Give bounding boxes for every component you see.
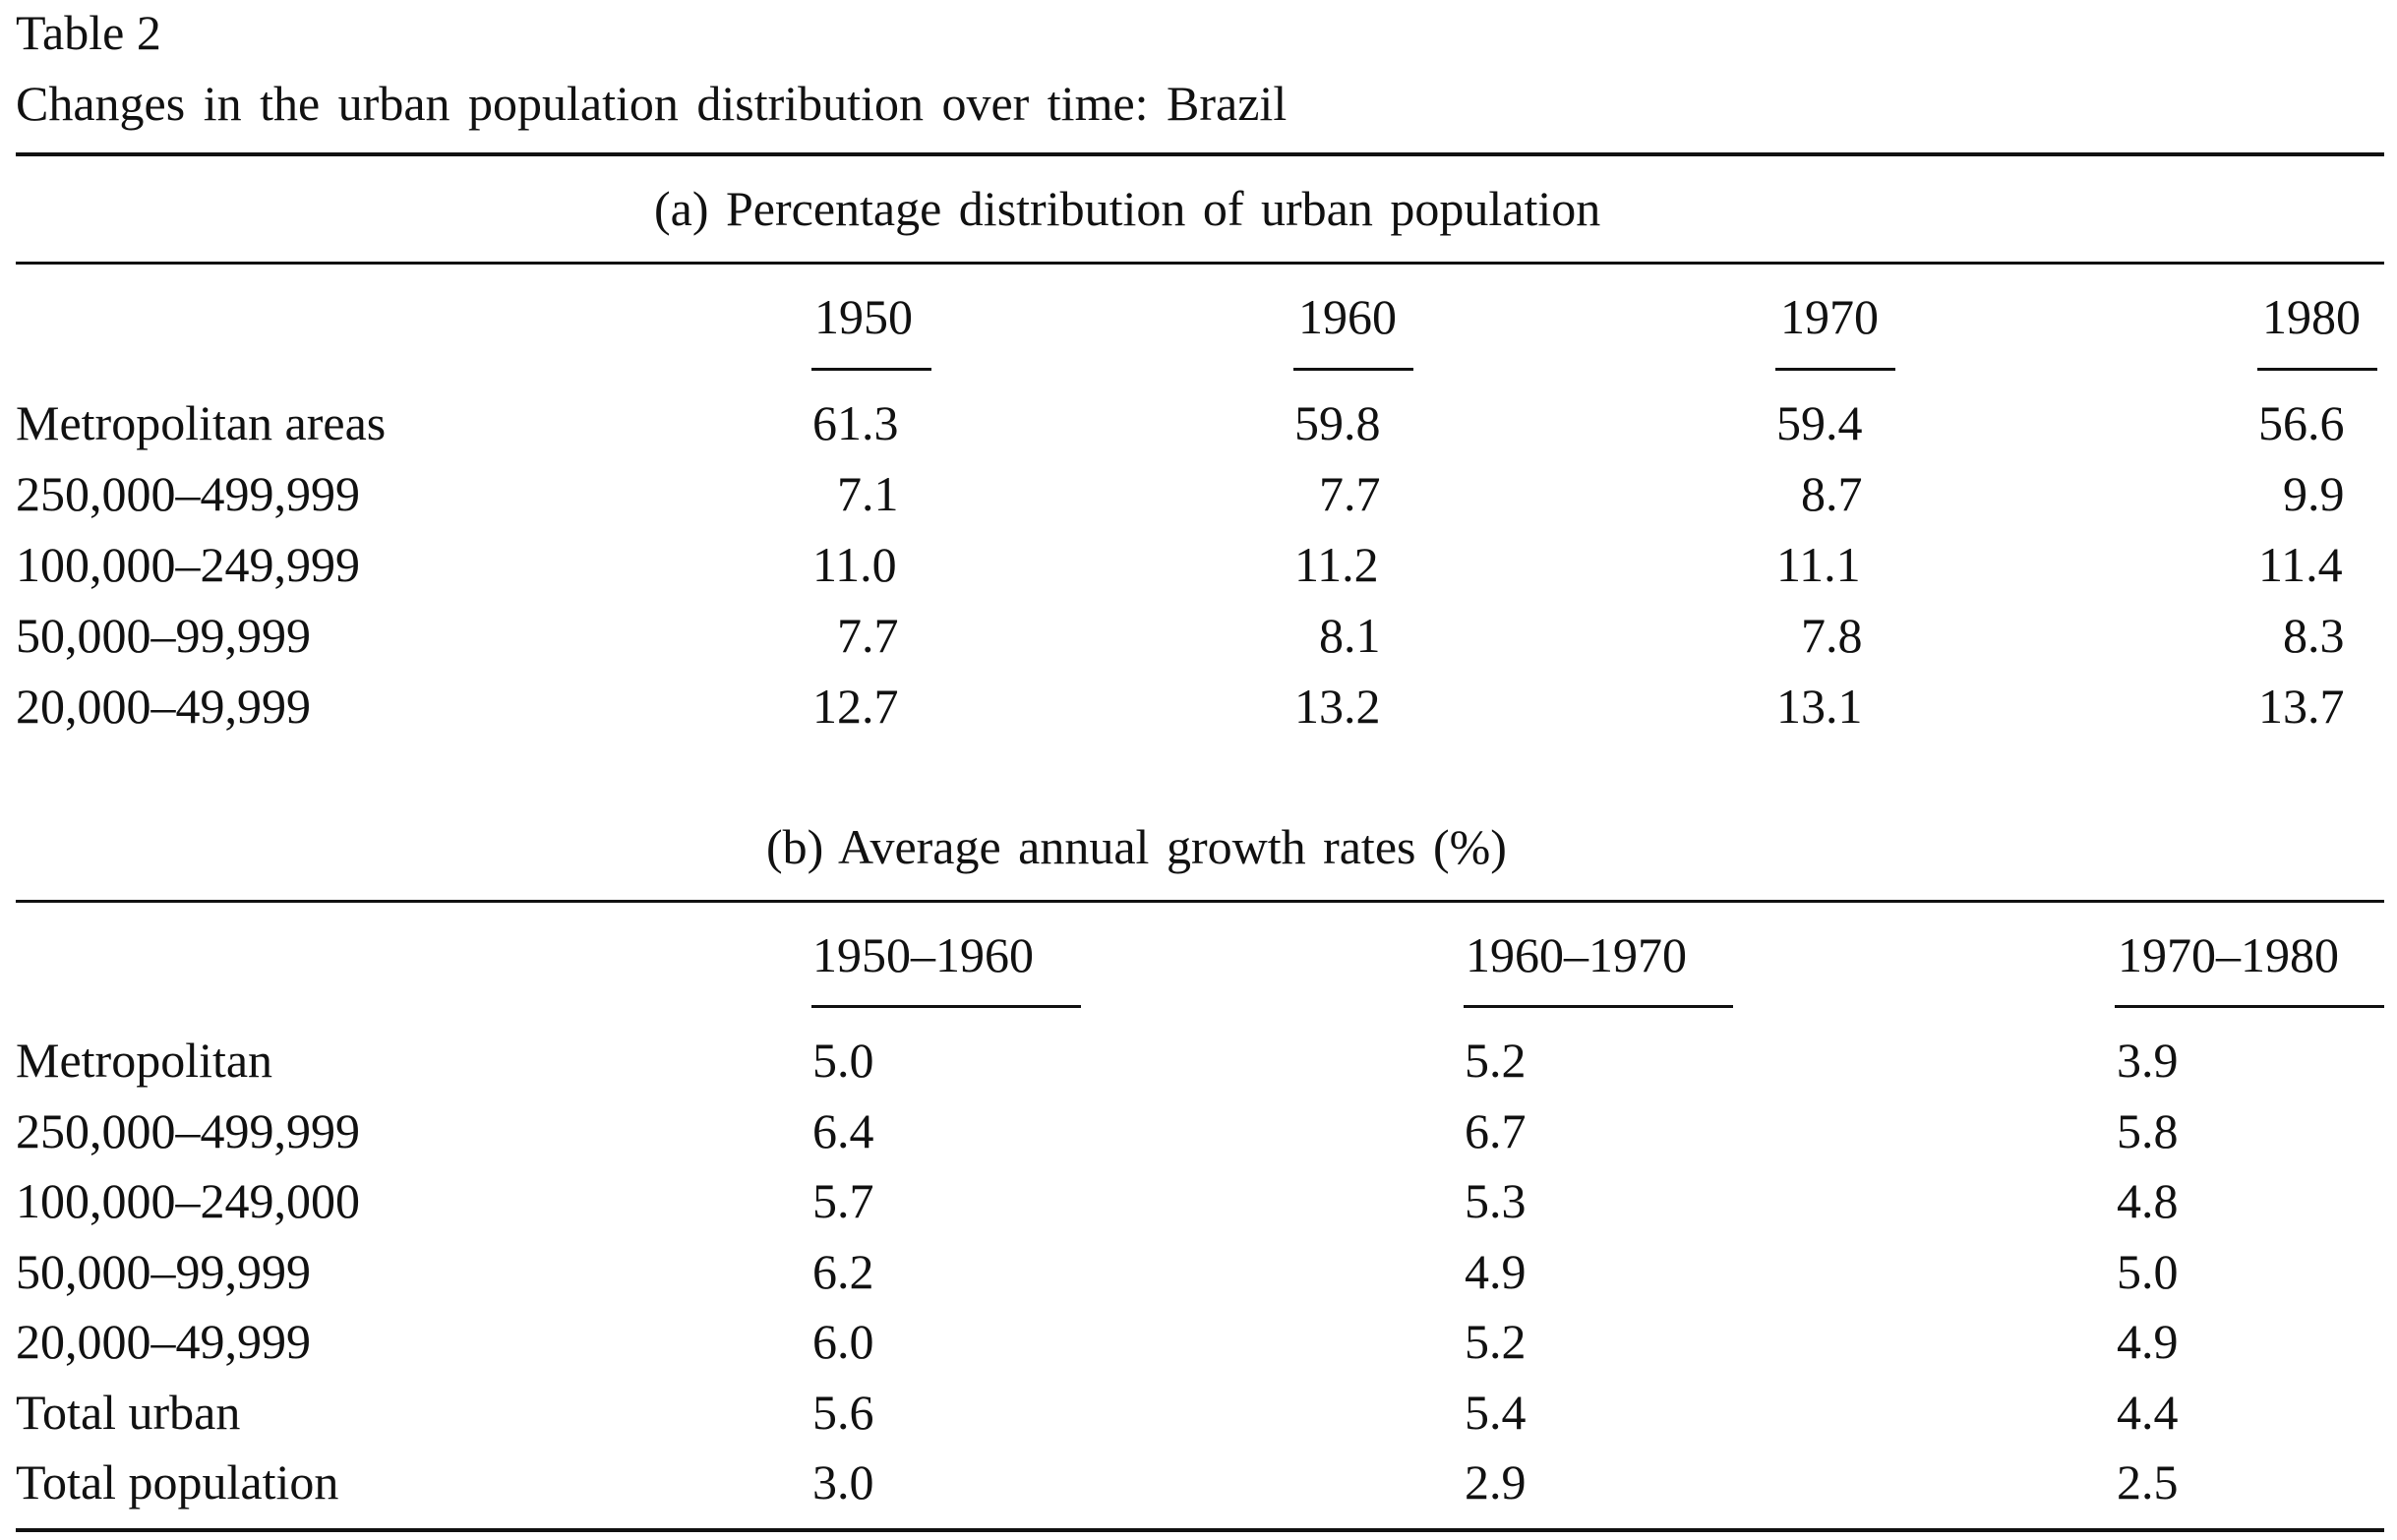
panel-b-cell: 4.9	[2117, 1314, 2179, 1369]
panel-b-rule	[16, 900, 2384, 903]
panel-b-cell: 5.2	[1465, 1033, 1527, 1088]
panel-a-year-header: 1950	[814, 289, 913, 344]
panel-a-row-label: 50,000–99,999	[16, 608, 311, 663]
panel-b-cell: 6.7	[1465, 1103, 1527, 1158]
panel-b-cell: 5.3	[1465, 1173, 1527, 1228]
panel-b-cell: 5.4	[1465, 1385, 1527, 1440]
panel-b-cell: 3.0	[812, 1454, 874, 1510]
panel-a-row-label: 100,000–249,999	[16, 537, 360, 592]
panel-a-row-label: 250,000–499,999	[16, 466, 360, 521]
panel-a-cell: 11.2	[1294, 537, 1379, 592]
panel-b-cell: 3.9	[2117, 1033, 2179, 1088]
panel-a-year-header: 1970	[1780, 289, 1879, 344]
panel-b-row-label: 20,000–49,999	[16, 1314, 311, 1369]
panel-b-cell: 2.9	[1465, 1454, 1527, 1510]
panel-b-cell: 6.2	[812, 1244, 874, 1299]
panel-b-cell: 5.6	[812, 1385, 874, 1440]
panel-b-title: (b) Average annual growth rates (%)	[766, 819, 1507, 874]
panel-a-rule	[16, 262, 2384, 265]
panel-a-cell: 56.6	[2258, 395, 2345, 450]
panel-a-year-header: 1980	[2262, 289, 2361, 344]
panel-b-row-label: 50,000–99,999	[16, 1244, 311, 1299]
panel-a-cell: 7.8	[1801, 608, 1863, 663]
panel-b-period-header: 1950–1960	[812, 927, 1034, 982]
panel-b-row-label: Metropolitan	[16, 1033, 273, 1088]
panel-b-cell: 4.9	[1465, 1244, 1527, 1299]
panel-a-cell: 11.4	[2258, 537, 2343, 592]
panel-b-cell: 5.0	[2117, 1244, 2179, 1299]
panel-a-title: (a) Percentage distribution of urban pop…	[654, 181, 1601, 236]
panel-a-row-label: Metropolitan areas	[16, 395, 387, 450]
panel-b-row-label: Total urban	[16, 1385, 241, 1440]
panel-b-cell: 4.8	[2117, 1173, 2179, 1228]
panel-b-cell: 2.5	[2117, 1454, 2179, 1510]
panel-b-row-label: 100,000–249,000	[16, 1173, 360, 1228]
panel-a-cell: 7.1	[837, 466, 899, 521]
panel-a-cell: 11.0	[812, 537, 897, 592]
panel-a-cell: 7.7	[1319, 466, 1381, 521]
table-caption: Changes in the urban population distribu…	[16, 76, 1288, 131]
panel-a-year-underline	[2257, 368, 2377, 371]
panel-b-period-underline	[2115, 1005, 2384, 1008]
panel-b-cell: 4.4	[2117, 1385, 2179, 1440]
panel-b-period-underline	[811, 1005, 1081, 1008]
top-rule	[16, 152, 2384, 156]
panel-a-year-underline	[1293, 368, 1413, 371]
panel-b-cell: 5.7	[812, 1173, 874, 1228]
table-label: Table 2	[16, 5, 161, 60]
panel-b-period-header: 1970–1980	[2118, 927, 2339, 982]
bottom-rule	[16, 1528, 2384, 1532]
panel-a-cell: 8.1	[1319, 608, 1381, 663]
panel-a-cell: 13.7	[2258, 679, 2345, 734]
panel-a-cell: 7.7	[837, 608, 899, 663]
panel-a-year-underline	[811, 368, 931, 371]
panel-a-cell: 59.8	[1294, 395, 1381, 450]
panel-a-cell: 12.7	[812, 679, 899, 734]
panel-a-cell: 13.1	[1776, 679, 1863, 734]
panel-b-cell: 6.0	[812, 1314, 874, 1369]
panel-b-cell: 5.0	[812, 1033, 874, 1088]
panel-a-cell: 59.4	[1776, 395, 1863, 450]
panel-a-cell: 8.3	[2283, 608, 2345, 663]
panel-b-row-label: Total population	[16, 1454, 339, 1510]
panel-b-row-label: 250,000–499,999	[16, 1103, 360, 1158]
panel-b-cell: 6.4	[812, 1103, 874, 1158]
panel-a-cell: 11.1	[1776, 537, 1861, 592]
panel-a-cell: 61.3	[812, 395, 899, 450]
panel-b-period-underline	[1464, 1005, 1733, 1008]
panel-a-cell: 9.9	[2283, 466, 2345, 521]
panel-b-period-header: 1960–1970	[1466, 927, 1687, 982]
panel-a-cell: 8.7	[1801, 466, 1863, 521]
panel-a-row-label: 20,000–49,999	[16, 679, 311, 734]
panel-a-year-underline	[1775, 368, 1895, 371]
panel-b-cell: 5.2	[1465, 1314, 1527, 1369]
panel-b-cell: 5.8	[2117, 1103, 2179, 1158]
panel-a-year-header: 1960	[1298, 289, 1397, 344]
panel-a-cell: 13.2	[1294, 679, 1381, 734]
